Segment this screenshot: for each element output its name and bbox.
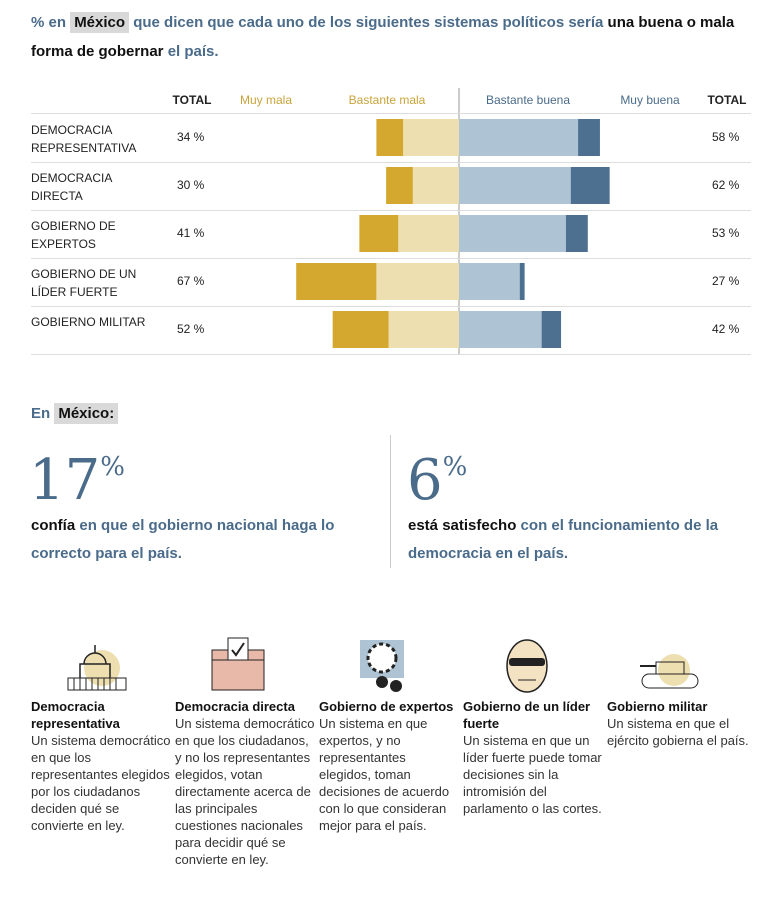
icons (67, 637, 699, 693)
bar-segment (519, 263, 525, 300)
stat-unit: % (100, 452, 125, 482)
bar-segment (359, 215, 399, 252)
total-label: 42 % (712, 322, 740, 336)
stat-text: confía en que el gobierno nacional haga … (31, 512, 371, 568)
chart-title: % en México que dicen que cada uno de lo… (31, 8, 751, 66)
stat-text-part: en que el gobierno nacional haga lo corr… (31, 517, 335, 562)
bar-segment (541, 311, 562, 348)
legend-label: Bastante buena (485, 93, 571, 107)
definition-text: Un sistema democrático en que los ciudad… (175, 716, 315, 867)
bar-segment (565, 215, 588, 252)
row-separator (31, 210, 751, 211)
category-label: GOBIERNO DE UN LÍDER FUERTE (31, 267, 137, 299)
total-header: TOTAL (707, 93, 747, 107)
total-label: 41 % (177, 226, 205, 240)
definition-title: Gobierno militar (607, 699, 708, 714)
total-label: 27 % (712, 274, 740, 288)
definition-title: Democracia directa (175, 699, 295, 714)
category-label: DEMOCRACIA REPRESENTATIVA (31, 123, 137, 155)
icon-face (506, 639, 548, 693)
bar-segment (376, 263, 459, 300)
total-label: 30 % (177, 178, 205, 192)
icon-capitol (67, 645, 127, 691)
row-separator (31, 306, 751, 307)
title-part: el país. (163, 43, 219, 60)
definition: Gobierno de expertos Un sistema en que ex… (319, 698, 461, 834)
definition-title: Gobierno de expertos (319, 699, 454, 714)
definition: Democracia representativa Un sistema demo… (31, 698, 173, 834)
stats-label-part: En (31, 405, 51, 422)
definition-text: Un sistema en que expertos, y no represe… (319, 716, 450, 833)
stat-text: está satisfecho con el funcionamiento de… (408, 512, 728, 568)
title-part: que dicen que cada uno de los siguientes… (129, 14, 608, 31)
title-part: % en (31, 14, 71, 31)
bar-segment (412, 167, 459, 204)
icon-ballot (211, 637, 265, 691)
total-label: 53 % (712, 226, 740, 240)
divider (390, 435, 391, 568)
bars (296, 88, 610, 354)
category-label: DEMOCRACIA DIRECTA (31, 171, 112, 203)
total-label: 67 % (177, 274, 205, 288)
bar-segment (570, 167, 610, 204)
bar-segment (332, 311, 389, 348)
stat-text-part: con el funcionamiento de la democracia e… (408, 517, 719, 562)
row-separator (31, 113, 751, 114)
bar-segment (296, 263, 377, 300)
stats-label-part: México: (54, 403, 119, 424)
definition-text: Un sistema democrático en que los repres… (31, 733, 171, 833)
stat-text-part: confía (31, 517, 76, 534)
total-label: 34 % (177, 130, 205, 144)
bar-segment (403, 119, 459, 156)
legend-label: Muy mala (239, 93, 293, 107)
definition: Gobierno militar Un sistema en que el ejé… (607, 698, 749, 749)
bar-segment (459, 167, 571, 204)
definition: Gobierno de un líder fuerte Un sistema en… (463, 698, 605, 817)
definition-text: Un sistema en que un líder fuerte puede … (463, 733, 602, 816)
category-label: GOBIERNO MILITAR (31, 315, 146, 329)
bar-segment (376, 119, 404, 156)
stat-number: 6 (407, 448, 443, 513)
title-part: una buena o mala forma de gobernar (31, 14, 735, 60)
legend-label: Muy buena (620, 93, 680, 107)
stat-value: 17% (29, 448, 125, 513)
definition-text: Un sistema en que el ejército gobierna e… (607, 716, 749, 748)
bar-segment (388, 311, 459, 348)
category-label: GOBIERNO DE EXPERTOS (31, 219, 116, 251)
definition: Democracia directa Un sistema democrático… (175, 698, 317, 868)
definition-title: Gobierno de un líder fuerte (463, 699, 591, 731)
icon-tank (640, 654, 699, 689)
total-header: TOTAL (172, 93, 212, 107)
bar-segment (459, 263, 520, 300)
bar-segment (459, 215, 566, 252)
stat-text-part: está satisfecho (408, 517, 517, 534)
row-separator (31, 258, 751, 259)
total-label: 58 % (712, 130, 740, 144)
stat-value: 6% (407, 448, 467, 513)
bar-segment (459, 311, 542, 348)
bar-segment (459, 119, 579, 156)
definition-title: Democracia representativa (31, 699, 120, 731)
stat-number: 17 (29, 448, 101, 513)
icon-gears (360, 640, 404, 692)
row-separator (31, 354, 751, 355)
bar-segment (386, 167, 413, 204)
bar-segment (398, 215, 459, 252)
total-label: 52 % (177, 322, 205, 336)
total-label: 62 % (712, 178, 740, 192)
stats-label: En México: (31, 403, 119, 425)
row-separator (31, 162, 751, 163)
legend-label: Bastante mala (348, 93, 426, 107)
bar-segment (578, 119, 600, 156)
stat-unit: % (442, 452, 468, 482)
title-part: México (70, 12, 130, 33)
